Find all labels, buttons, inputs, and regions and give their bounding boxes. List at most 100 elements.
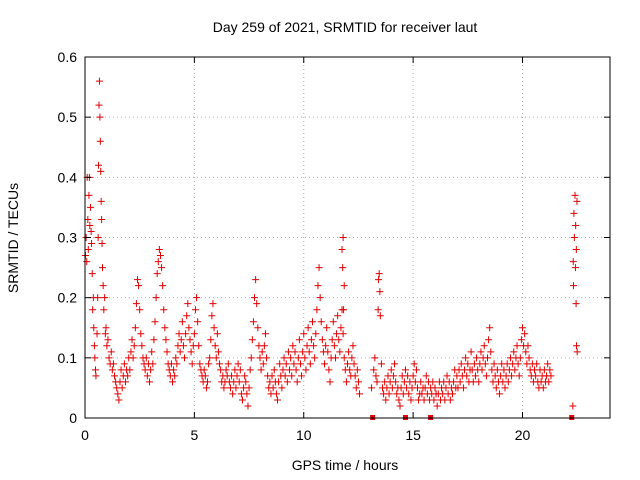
data-point — [249, 318, 257, 326]
data-point — [254, 324, 262, 332]
data-point — [375, 276, 383, 284]
data-point — [260, 342, 268, 350]
data-point — [92, 366, 99, 374]
data-point — [519, 324, 526, 332]
data-point — [97, 167, 105, 175]
data-point — [572, 221, 580, 229]
data-point — [95, 77, 103, 85]
data-point — [173, 360, 181, 368]
data-point — [449, 390, 456, 398]
data-point — [208, 312, 216, 320]
data-point — [115, 396, 123, 404]
data-point — [348, 354, 356, 362]
data-point — [569, 282, 577, 290]
data-point — [136, 306, 144, 314]
data-point — [84, 246, 92, 254]
data-point — [278, 384, 286, 392]
data-point — [97, 197, 105, 205]
data-point — [202, 384, 210, 392]
data-point — [446, 396, 454, 404]
data-point — [344, 360, 351, 368]
data-point — [510, 348, 518, 356]
data-point — [86, 221, 94, 229]
data-point — [382, 396, 390, 404]
data-point — [91, 354, 99, 362]
data-point — [185, 324, 193, 332]
data-point — [130, 342, 138, 350]
data-point — [214, 348, 222, 356]
data-point — [101, 330, 109, 338]
data-point — [216, 360, 224, 368]
data-point — [269, 384, 277, 392]
data-point — [570, 209, 578, 217]
data-point — [324, 348, 332, 356]
data-point — [340, 306, 348, 314]
data-point — [433, 402, 441, 410]
data-point — [431, 384, 439, 392]
data-point — [462, 354, 470, 362]
data-point — [210, 324, 218, 332]
x-tick-label: 5 — [190, 427, 198, 443]
data-point — [93, 330, 101, 338]
data-point — [178, 318, 186, 326]
data-point — [571, 191, 579, 199]
data-point — [259, 360, 267, 368]
data-point — [246, 366, 254, 374]
data-point — [389, 372, 397, 380]
data-point — [294, 354, 302, 362]
data-point — [521, 330, 529, 338]
data-point — [159, 282, 167, 290]
data-point — [212, 354, 220, 362]
y-tick-label: 0 — [69, 410, 77, 426]
data-point — [118, 384, 126, 392]
data-point — [304, 324, 312, 332]
data-point — [286, 366, 294, 374]
data-point — [148, 348, 156, 356]
data-point — [571, 264, 579, 272]
data-point — [450, 378, 458, 386]
y-tick-label: 0.1 — [58, 350, 78, 366]
data-point — [508, 372, 516, 380]
data-point — [572, 300, 580, 308]
data-point — [372, 372, 380, 380]
y-tick-label: 0.2 — [58, 290, 78, 306]
data-point — [407, 396, 415, 404]
y-tick-label: 0.5 — [58, 109, 78, 125]
data-point — [256, 354, 264, 362]
data-point — [573, 342, 581, 350]
data-point — [487, 348, 495, 356]
data-point — [156, 252, 164, 260]
data-point — [209, 300, 217, 308]
data-point — [196, 360, 204, 368]
data-point — [107, 348, 115, 356]
data-point — [138, 342, 146, 350]
data-point — [511, 366, 519, 374]
data-point — [349, 342, 357, 350]
data-point — [339, 234, 347, 241]
data-point — [220, 384, 228, 392]
data-point — [242, 378, 250, 386]
data-point — [85, 191, 93, 199]
data-point — [342, 378, 350, 386]
data-point — [493, 366, 501, 374]
data-point — [146, 378, 154, 386]
data-point — [353, 366, 361, 374]
data-point — [191, 306, 199, 314]
y-tick-label: 0.4 — [58, 169, 78, 185]
data-point — [291, 348, 299, 356]
data-point — [90, 324, 98, 332]
data-point — [127, 348, 135, 356]
x-tick-label: 15 — [405, 427, 421, 443]
data-point — [375, 270, 383, 278]
data-point — [533, 360, 541, 368]
data-point — [224, 360, 232, 368]
data-point — [371, 354, 379, 362]
data-point — [300, 330, 308, 338]
data-point — [172, 354, 180, 362]
data-point — [135, 282, 143, 290]
data-point — [293, 378, 301, 386]
data-point — [281, 372, 289, 380]
data-point — [339, 330, 347, 338]
data-point — [354, 378, 362, 386]
data-point — [459, 384, 467, 392]
